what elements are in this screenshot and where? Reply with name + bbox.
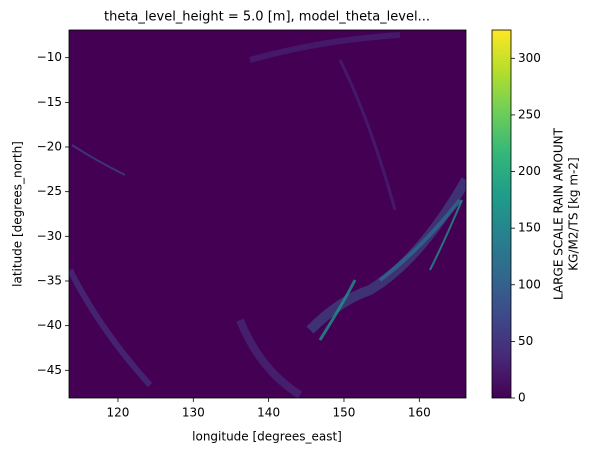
colorbar-tick-label: 150 (518, 221, 541, 235)
x-tick-label: 160 (408, 406, 431, 420)
x-tick-label: 140 (257, 406, 280, 420)
y-tick-label: −35 (37, 273, 62, 287)
colorbar-tick-label: 300 (518, 51, 541, 65)
chart-title: theta_level_height = 5.0 [m], model_thet… (104, 10, 430, 25)
x-tick-label: 120 (107, 406, 130, 420)
x-axis-label: longitude [degrees_east] (192, 430, 342, 444)
y-tick-label: −15 (37, 95, 62, 109)
field-texture (69, 32, 466, 398)
colorbar-tick-label: 200 (518, 164, 541, 178)
y-tick-label: −25 (37, 184, 62, 198)
colorbar-tick-label: 100 (518, 277, 541, 291)
y-tick-label: −40 (37, 318, 62, 332)
y-tick-label: −20 (37, 140, 62, 154)
plot-frame (68, 29, 467, 399)
x-tick-label: 130 (182, 406, 205, 420)
y-tick-label: −45 (37, 363, 62, 377)
colorbar (491, 29, 512, 399)
colorbar-label: KG/M2/TS [kg m-2] (567, 157, 581, 270)
x-tick-label: 150 (333, 406, 356, 420)
colorbar-tick-label: 250 (518, 107, 541, 121)
y-axis-label: latitude [degrees_north] (11, 141, 25, 287)
y-tick-label: −10 (37, 50, 62, 64)
colorbar-label: LARGE SCALE RAIN AMOUNT (552, 127, 566, 300)
colorbar-tick-label: 0 (518, 391, 526, 405)
field (69, 30, 466, 398)
y-tick-label: −30 (37, 229, 62, 243)
colorbar-tick-label: 50 (518, 334, 533, 348)
